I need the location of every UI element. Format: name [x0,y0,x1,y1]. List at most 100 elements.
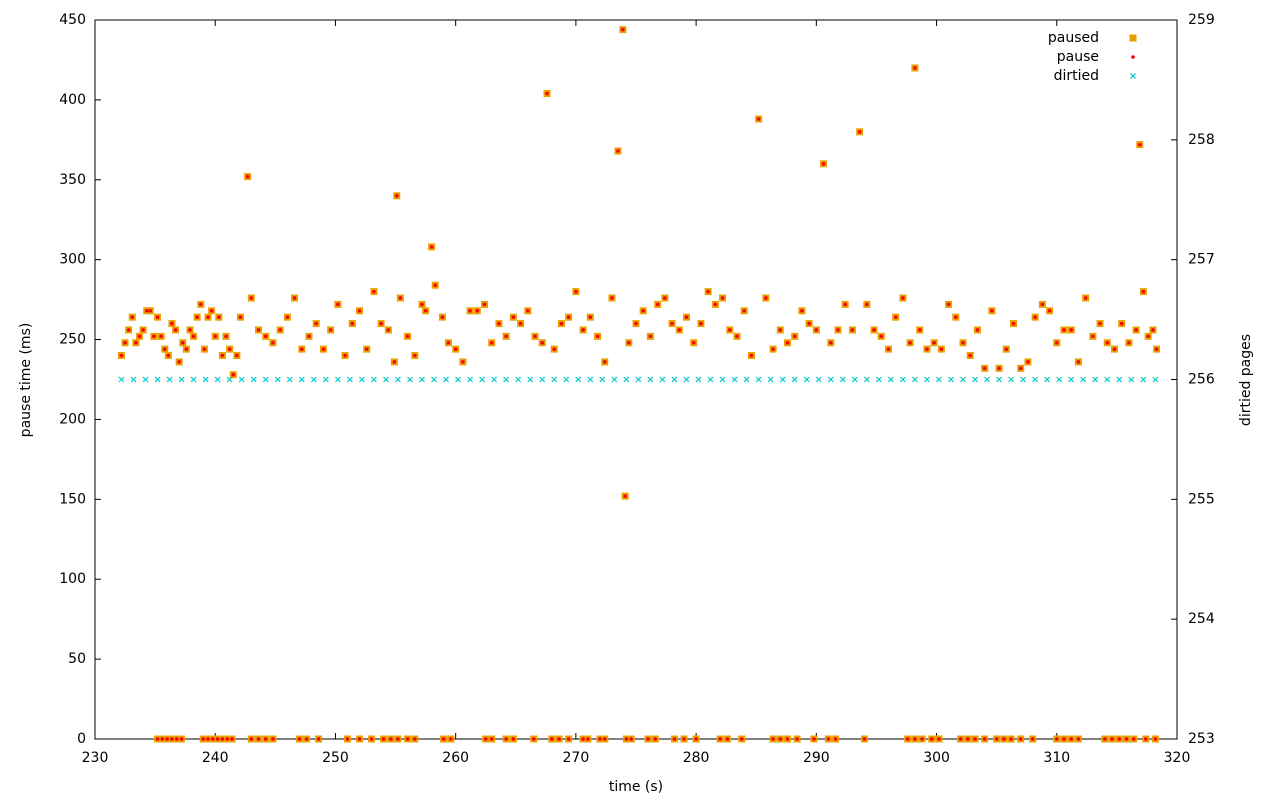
pause-point [727,328,732,332]
legend-marker [1131,55,1135,59]
pause-point [629,737,633,741]
pause-point [792,334,797,339]
pause-point [1009,737,1013,741]
pause-point [595,334,600,339]
pause-point [1026,360,1030,364]
pause-point [160,737,165,741]
pause-point [159,334,163,339]
pause-point [828,340,833,345]
pause-point [195,315,199,319]
pause-point [386,328,391,332]
pause-point [699,321,703,326]
pause-point [174,737,179,741]
pause-point [1002,737,1006,741]
pause-point [913,737,917,741]
pause-point [1047,308,1052,313]
pause-point [188,328,192,332]
pause-point [785,737,790,741]
pause-point [586,737,590,741]
pause-point [620,27,625,32]
dirtied-point [1140,376,1147,383]
pause-point [1134,328,1138,332]
pause-point [119,353,124,358]
dirtied-point [370,376,377,383]
dirtied-point [527,376,534,383]
pause-point [304,737,309,741]
x-tick-label: 250 [322,750,349,766]
pause-point [518,321,523,326]
pause-point [372,289,376,294]
pause-point [958,737,963,741]
y-tick-label: 0 [77,731,86,747]
y2-tick-label: 254 [1188,611,1215,627]
pause-point [307,334,311,339]
dirtied-point [611,376,618,383]
pause-point [155,315,160,319]
pause-point [598,737,602,741]
pause-point [144,308,149,313]
pause-point [843,302,847,307]
pause-point [684,315,689,319]
y-tick-label: 250 [59,332,86,348]
dirtied-point [695,376,702,383]
pause-point [420,302,424,307]
pause-point [771,347,775,351]
pause-point [718,737,722,741]
pause-point [1137,142,1142,147]
pause-point [489,340,494,345]
pause-point [925,347,929,351]
pause-point [778,737,783,741]
pause-point [720,296,725,300]
x-tick-label: 280 [683,750,710,766]
pause-point [646,737,650,741]
dirtied-point [310,376,317,383]
dirtied-point [166,376,173,383]
dirtied-point [238,376,245,383]
pause-point [616,149,620,153]
pause-point [285,315,290,319]
y2-tick-label: 258 [1188,132,1215,148]
dirtied-point [972,376,978,383]
x-tick-label: 230 [82,750,109,766]
dirtied-point [683,376,690,383]
pause-point [209,308,214,313]
pause-point [256,328,261,332]
pause-point [369,737,374,741]
pause-point [343,353,347,358]
pause-point [388,737,393,741]
pause-point [648,334,653,339]
pause-point [1033,315,1037,319]
pause-point [1062,328,1066,332]
pause-point [1018,737,1023,741]
dirtied-point [743,376,750,383]
plot-frame [94,19,1178,740]
pause-point [913,66,917,70]
pause-point [1131,737,1136,741]
pause-point [155,737,160,741]
pause-point [833,737,838,741]
pause-point [256,737,261,741]
pause-point [937,737,941,741]
pause-point [475,308,480,313]
pause-point [997,366,1001,371]
dirtied-point [563,376,570,383]
pause-point [461,360,465,364]
pause-point [483,737,488,741]
dirtied-point [984,376,990,383]
pause-point [670,321,674,326]
pause-point [973,737,977,741]
pause-point [533,334,537,339]
y-tick-label: 450 [59,12,86,28]
pause-point [198,302,203,307]
pause-point [857,130,862,134]
dirtied-point [298,376,305,383]
dirtied-point [755,376,762,383]
pause-point [1030,737,1035,741]
pause-point [412,737,417,741]
pause-point [1153,737,1158,741]
pause-point [357,308,362,313]
pause-point [1083,296,1088,300]
pause-point [1141,289,1146,294]
dirtied-point [1128,376,1135,383]
pause-point [1054,737,1059,741]
